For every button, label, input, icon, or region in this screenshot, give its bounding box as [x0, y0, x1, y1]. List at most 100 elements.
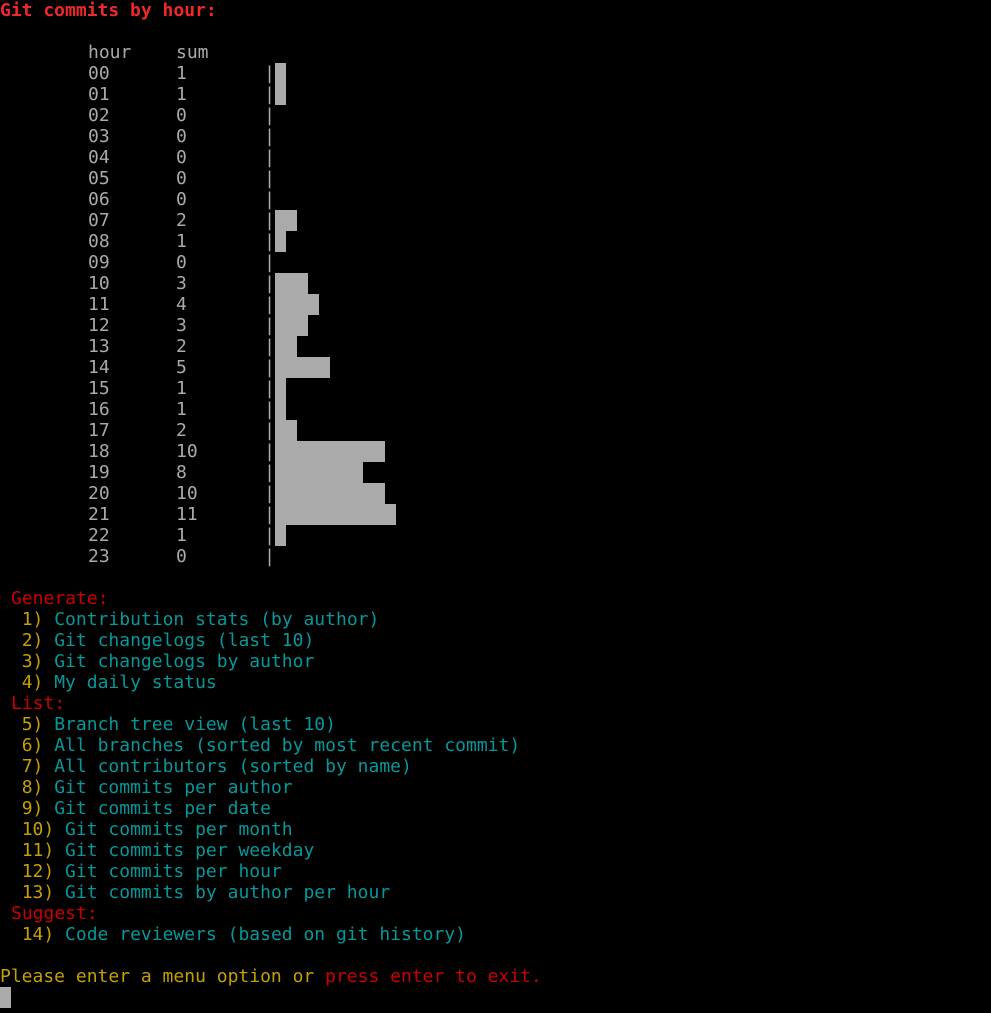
sum-value: 5 — [176, 357, 187, 378]
menu-item-number: 3) — [21, 651, 44, 672]
menu-item-number: 9) — [21, 798, 44, 819]
sum-value: 3 — [176, 273, 187, 294]
hour-label: 07 — [88, 210, 110, 231]
sum-value: 1 — [176, 525, 187, 546]
prompt-exit-text: press enter to exit. — [325, 966, 542, 987]
menu-item[interactable]: 6) All branches (sorted by most recent c… — [0, 735, 991, 756]
table-row: 05 0 | — [0, 168, 991, 189]
bar-18 — [275, 441, 385, 462]
menu-item[interactable]: 14) Code reviewers (based on git history… — [0, 924, 991, 945]
menu-item-number: 10) — [21, 819, 55, 840]
bar-08 — [275, 231, 286, 252]
menu-item[interactable]: 11) Git commits per weekday — [0, 840, 991, 861]
sum-value: 11 — [176, 504, 198, 525]
menu-item-label: Code reviewers (based on git history) — [65, 924, 467, 945]
input-line[interactable] — [0, 987, 991, 1008]
hour-label: 09 — [88, 252, 110, 273]
hour-label: 01 — [88, 84, 110, 105]
menu-item-label: Git commits per month — [65, 819, 293, 840]
hour-label: 00 — [88, 63, 110, 84]
table-header: hour sum — [0, 42, 991, 63]
chart-title: Git commits by hour: — [0, 0, 217, 21]
hour-label: 11 — [88, 294, 110, 315]
sum-value: 3 — [176, 315, 187, 336]
axis-tick: | — [264, 546, 275, 567]
hour-label: 06 — [88, 189, 110, 210]
table-row: 16 1 | — [0, 399, 991, 420]
bar-10 — [275, 273, 308, 294]
menu-item[interactable]: 4) My daily status — [0, 672, 991, 693]
sum-value: 2 — [176, 210, 187, 231]
sum-value: 10 — [176, 441, 198, 462]
table-row: 01 1 | — [0, 84, 991, 105]
menu-item-number: 7) — [21, 756, 44, 777]
axis-tick: | — [264, 315, 275, 336]
menu-item-label: Git changelogs (last 10) — [54, 630, 315, 651]
menu-item-label: Git commits per weekday — [65, 840, 315, 861]
axis-tick: | — [264, 126, 275, 147]
prompt-line: Please enter a menu option or press ente… — [0, 966, 991, 987]
table-row: 09 0 | — [0, 252, 991, 273]
axis-tick: | — [264, 357, 275, 378]
sum-value: 1 — [176, 231, 187, 252]
menu-item[interactable]: 12) Git commits per hour — [0, 861, 991, 882]
sum-value: 2 — [176, 420, 187, 441]
menu-item[interactable]: 3) Git changelogs by author — [0, 651, 991, 672]
sum-value: 0 — [176, 126, 187, 147]
table-row: 02 0 | — [0, 105, 991, 126]
menu-item-label: Branch tree view (last 10) — [54, 714, 336, 735]
menu-item-number: 4) — [21, 672, 44, 693]
bar-17 — [275, 420, 297, 441]
menu-item[interactable]: 10) Git commits per month — [0, 819, 991, 840]
hour-label: 08 — [88, 231, 110, 252]
menu-item-number: 13) — [21, 882, 55, 903]
axis-tick: | — [264, 168, 275, 189]
menu-item[interactable]: 1) Contribution stats (by author) — [0, 609, 991, 630]
sum-value: 0 — [176, 252, 187, 273]
menu-item-number: 1) — [21, 609, 44, 630]
axis-tick: | — [264, 462, 275, 483]
menu-item-label: Git changelogs by author — [54, 651, 315, 672]
sum-value: 4 — [176, 294, 187, 315]
axis-tick: | — [264, 336, 275, 357]
bar-22 — [275, 525, 286, 546]
bar-21 — [275, 504, 396, 525]
sum-value: 1 — [176, 84, 187, 105]
table-row: 08 1 | — [0, 231, 991, 252]
menu-item[interactable]: 2) Git changelogs (last 10) — [0, 630, 991, 651]
axis-tick: | — [264, 63, 275, 84]
column-header-hour: hour — [88, 42, 132, 63]
menu-item-number: 2) — [21, 630, 44, 651]
bar-13 — [275, 336, 297, 357]
bar-07 — [275, 210, 297, 231]
axis-tick: | — [264, 399, 275, 420]
table-row: 15 1 | — [0, 378, 991, 399]
menu-item-label: All contributors (sorted by name) — [54, 756, 412, 777]
section-heading-text: Generate: — [11, 588, 109, 609]
menu-item[interactable]: 8) Git commits per author — [0, 777, 991, 798]
column-header-sum: sum — [176, 42, 209, 63]
table-row: 04 0 | — [0, 147, 991, 168]
table-row: 17 2 | — [0, 420, 991, 441]
menu-item[interactable]: 5) Branch tree view (last 10) — [0, 714, 991, 735]
hour-label: 14 — [88, 357, 110, 378]
hour-label: 12 — [88, 315, 110, 336]
menu-item-number: 14) — [21, 924, 55, 945]
axis-tick: | — [264, 483, 275, 504]
axis-tick: | — [264, 525, 275, 546]
hour-label: 21 — [88, 504, 110, 525]
sum-value: 0 — [176, 105, 187, 126]
hour-label: 17 — [88, 420, 110, 441]
axis-tick: | — [264, 420, 275, 441]
menu-item[interactable]: 13) Git commits by author per hour — [0, 882, 991, 903]
table-row: 23 0 | — [0, 546, 991, 567]
menu-section-heading: Suggest: — [0, 903, 991, 924]
sum-value: 1 — [176, 378, 187, 399]
table-row: 13 2 | — [0, 336, 991, 357]
menu-item[interactable]: 9) Git commits per date — [0, 798, 991, 819]
bar-15 — [275, 378, 286, 399]
text-cursor[interactable] — [0, 987, 11, 1008]
menu-item[interactable]: 7) All contributors (sorted by name) — [0, 756, 991, 777]
axis-tick: | — [264, 378, 275, 399]
